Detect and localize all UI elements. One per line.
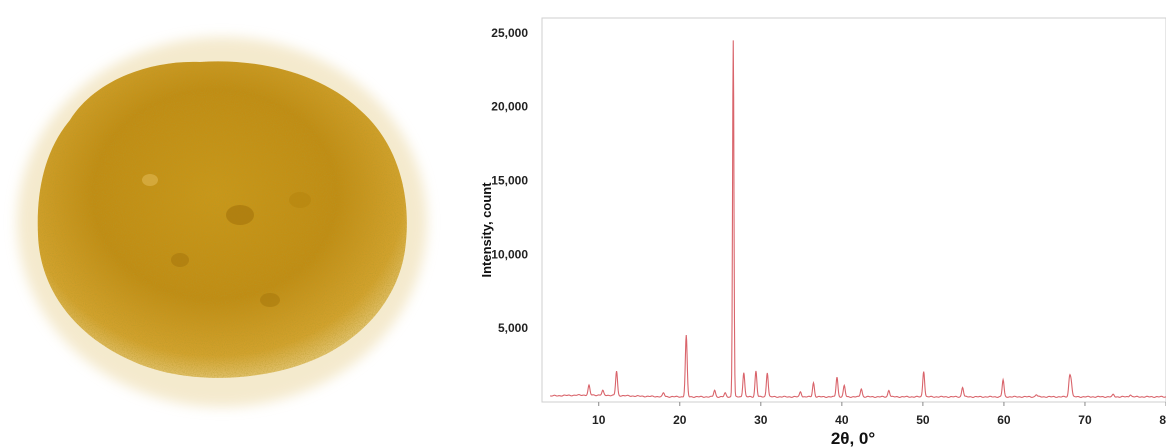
x-tick-label: 10 <box>592 413 606 427</box>
x-tick-label: 80 <box>1159 413 1166 427</box>
xrd-chart: 5,000 10,000 15,000 20,000 25,000 10 20 30 40 50… <box>479 17 1166 448</box>
series-line-xrd <box>550 40 1166 398</box>
powder-photo <box>0 0 450 448</box>
x-tick-label: 20 <box>673 413 687 427</box>
y-tick-label: 10,000 <box>491 247 528 261</box>
plot-area <box>541 17 1166 403</box>
y-tick-label: 5,000 <box>498 321 528 335</box>
x-tick-label: 40 <box>835 413 849 427</box>
x-tick-label: 70 <box>1078 413 1092 427</box>
x-axis: 10 20 30 40 50 60 70 80 <box>592 402 1166 427</box>
y-tick-label: 15,000 <box>491 173 528 187</box>
y-tick-label: 20,000 <box>491 100 528 114</box>
x-axis-title: 2θ, 0° <box>831 429 876 448</box>
y-axis: 5,000 10,000 15,000 20,000 25,000 <box>491 26 528 335</box>
y-axis-title: Intensity, count <box>479 182 494 278</box>
y-tick-label: 25,000 <box>491 26 528 40</box>
x-tick-label: 30 <box>754 413 768 427</box>
x-tick-label: 50 <box>916 413 930 427</box>
x-tick-label: 60 <box>997 413 1011 427</box>
